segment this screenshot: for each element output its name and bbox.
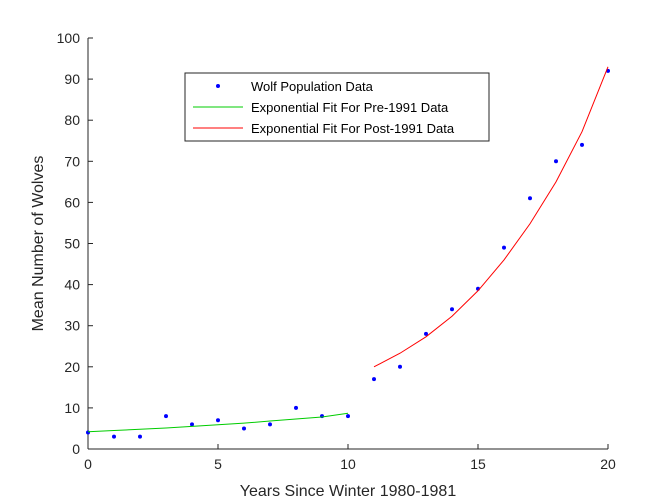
data-point — [216, 418, 220, 423]
data-point — [450, 307, 454, 312]
data-point — [86, 430, 90, 435]
y-tick-label: 50 — [64, 236, 80, 252]
y-tick-label: 90 — [64, 71, 80, 87]
legend-swatch-marker — [216, 84, 220, 88]
y-tick-label: 60 — [64, 194, 80, 210]
legend-entry-label: Exponential Fit For Pre-1991 Data — [251, 100, 449, 115]
data-point — [580, 142, 584, 147]
y-tick-label: 40 — [64, 277, 80, 293]
legend-entry-label: Wolf Population Data — [251, 79, 374, 94]
x-axis-label: Years Since Winter 1980-1981 — [240, 483, 457, 500]
axes: 0 5 10 15 20 0 10 20 30 40 50 60 70 80 90 100 — [57, 30, 616, 472]
data-point — [138, 434, 142, 439]
data-point — [190, 422, 194, 427]
series-line-1 — [87, 412, 349, 433]
data-point — [112, 434, 116, 439]
y-tick-label: 100 — [57, 30, 81, 46]
series-line-2 — [373, 66, 609, 368]
data-point — [294, 405, 298, 410]
x-tick-label: 15 — [470, 456, 486, 472]
y-axis-label: Mean Number of Wolves — [30, 156, 47, 332]
legend-entry-label: Exponential Fit For Post-1991 Data — [251, 121, 455, 136]
x-tick-label: 0 — [84, 456, 92, 472]
data-point — [164, 414, 168, 419]
data-point — [398, 364, 402, 369]
data-point — [372, 377, 376, 382]
x-tick-label: 10 — [340, 456, 356, 472]
data-point — [346, 414, 350, 419]
data-point — [554, 159, 558, 164]
data-point — [502, 245, 506, 250]
data-point — [268, 422, 272, 427]
y-tick-label: 0 — [72, 441, 80, 457]
legend: Wolf Population Data Exponential Fit For … — [184, 72, 490, 142]
y-tick-label: 70 — [64, 153, 80, 169]
x-tick-label: 5 — [214, 456, 222, 472]
y-tick-label: 80 — [64, 112, 80, 128]
data-point — [528, 196, 532, 201]
data-point — [424, 331, 428, 336]
y-tick-label: 10 — [64, 400, 80, 416]
y-tick-label: 20 — [64, 359, 80, 375]
x-tick-label: 20 — [600, 456, 616, 472]
chart-marks — [86, 66, 610, 439]
data-point — [242, 426, 246, 431]
y-tick-label: 30 — [64, 318, 80, 334]
